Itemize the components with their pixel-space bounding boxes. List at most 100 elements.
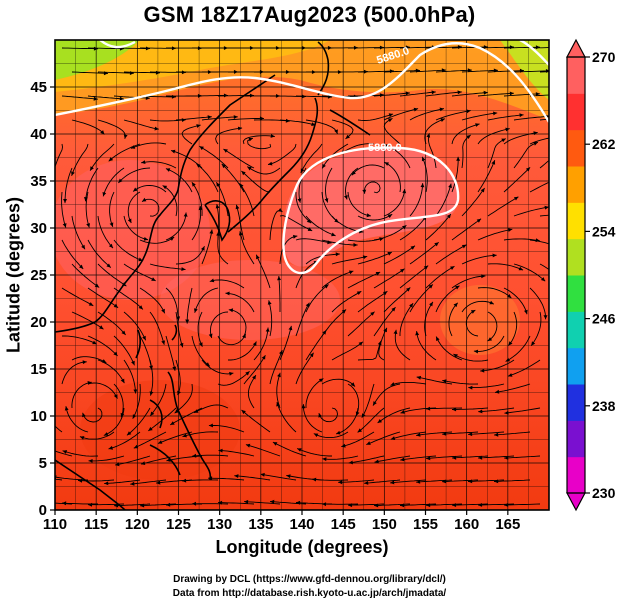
streamline-arrowhead	[165, 168, 171, 172]
streamline	[357, 113, 394, 121]
streamline	[276, 372, 281, 409]
streamline	[239, 231, 255, 265]
streamline-arrowhead	[322, 457, 327, 462]
streamline-arrowhead	[82, 360, 87, 365]
streamline-arrowhead	[297, 198, 302, 203]
streamline	[268, 300, 273, 337]
streamline-arrowhead	[452, 455, 457, 460]
streamline	[241, 170, 271, 193]
streamline-arrowhead	[268, 161, 273, 166]
streamline-arrowhead	[142, 197, 147, 202]
streamline	[149, 383, 167, 417]
streamline	[223, 148, 255, 169]
streamline-arrowhead	[191, 182, 196, 187]
streamline	[139, 287, 166, 314]
streamline	[242, 135, 275, 145]
streamline	[427, 133, 437, 169]
streamline	[87, 335, 118, 357]
streamline-arrowhead	[384, 162, 389, 166]
streamline-arrowhead	[446, 214, 451, 219]
streamline	[539, 214, 549, 217]
streamline-arrowhead	[223, 149, 228, 153]
streamline	[192, 454, 229, 457]
credit-drawing: Drawing by DCL (https://www.gfd-dennou.o…	[173, 574, 446, 585]
streamline-arrowhead	[384, 144, 389, 148]
streamline	[295, 192, 312, 224]
streamline-arrowhead	[335, 252, 340, 257]
streamline-arrowhead	[270, 499, 275, 504]
streamline	[311, 478, 349, 481]
streamline-arrowhead	[334, 218, 339, 223]
streamline-arrowhead	[127, 218, 132, 223]
streamline-arrowhead	[208, 333, 213, 338]
streamline-arrowhead	[415, 331, 420, 336]
y-tick-label-15: 15	[30, 361, 47, 378]
streamline-arrowhead	[426, 133, 431, 138]
y-tick-label-0: 0	[39, 502, 47, 519]
streamline	[197, 311, 203, 347]
streamline-arrowhead	[145, 96, 150, 100]
streamline	[503, 166, 531, 193]
streamline-arrowhead	[162, 185, 168, 190]
streamline-arrowhead	[327, 45, 332, 50]
streamline	[539, 263, 549, 271]
streamline	[141, 198, 160, 217]
y-tick-label-25: 25	[30, 267, 47, 284]
streamline	[451, 123, 480, 145]
streamline	[461, 112, 498, 121]
streamline-arrowhead	[277, 276, 281, 281]
streamline-arrowhead	[177, 390, 181, 396]
streamline	[399, 302, 414, 336]
streamline-arrowhead	[275, 94, 280, 98]
streamline-arrowhead	[475, 123, 480, 127]
streamline-arrowhead	[405, 45, 410, 50]
streamline-arrowhead	[194, 409, 199, 413]
streamline-arrowhead	[99, 325, 104, 330]
streamline	[55, 450, 73, 457]
streamline	[123, 119, 159, 130]
streamline	[62, 335, 97, 345]
streamline-arrowhead	[405, 91, 410, 96]
streamline-arrowhead	[239, 183, 244, 188]
streamline	[245, 444, 281, 457]
streamline-arrowhead	[174, 409, 179, 414]
streamline-arrowhead	[353, 243, 358, 247]
colorbar-bottom-triangle	[566, 492, 586, 512]
streamline-arrowhead	[452, 407, 457, 412]
streamline-arrowhead	[473, 349, 479, 354]
streamline-arrowhead	[182, 433, 187, 438]
streamline	[115, 455, 151, 466]
streamline	[357, 340, 382, 361]
streamline-arrowhead	[161, 308, 165, 314]
streamline-arrowhead	[487, 337, 493, 341]
streamline	[357, 407, 385, 433]
streamline	[123, 263, 156, 282]
streamline-arrowhead	[535, 45, 540, 50]
streamline	[165, 212, 187, 241]
streamline-arrowhead	[285, 118, 290, 123]
streamline-arrowhead	[106, 263, 111, 268]
streamline	[71, 356, 107, 364]
streamline	[305, 378, 324, 408]
streamline-arrowhead	[344, 195, 348, 200]
streamline-arrowhead	[192, 453, 197, 458]
streamline-arrowhead	[373, 401, 377, 406]
streamline-arrowhead	[494, 479, 499, 484]
streamline-arrowhead	[261, 355, 266, 360]
colorbar-tick-label-230: 230	[592, 485, 616, 501]
streamline	[149, 263, 186, 270]
streamline	[165, 287, 180, 321]
streamline-arrowhead	[362, 189, 367, 194]
streamline	[123, 311, 147, 341]
streamline-arrowhead	[113, 303, 119, 308]
streamline	[338, 479, 375, 483]
streamline-arrowhead	[209, 229, 214, 234]
x-tick-label-110: 110	[43, 516, 67, 533]
streamline-arrowhead	[374, 503, 379, 508]
streamline-arrowhead	[121, 282, 127, 287]
streamline-arrowhead	[131, 360, 135, 366]
streamline	[87, 287, 119, 309]
streamline-arrowhead	[364, 481, 369, 485]
streamline-arrowhead	[276, 402, 280, 407]
streamline	[361, 383, 375, 418]
